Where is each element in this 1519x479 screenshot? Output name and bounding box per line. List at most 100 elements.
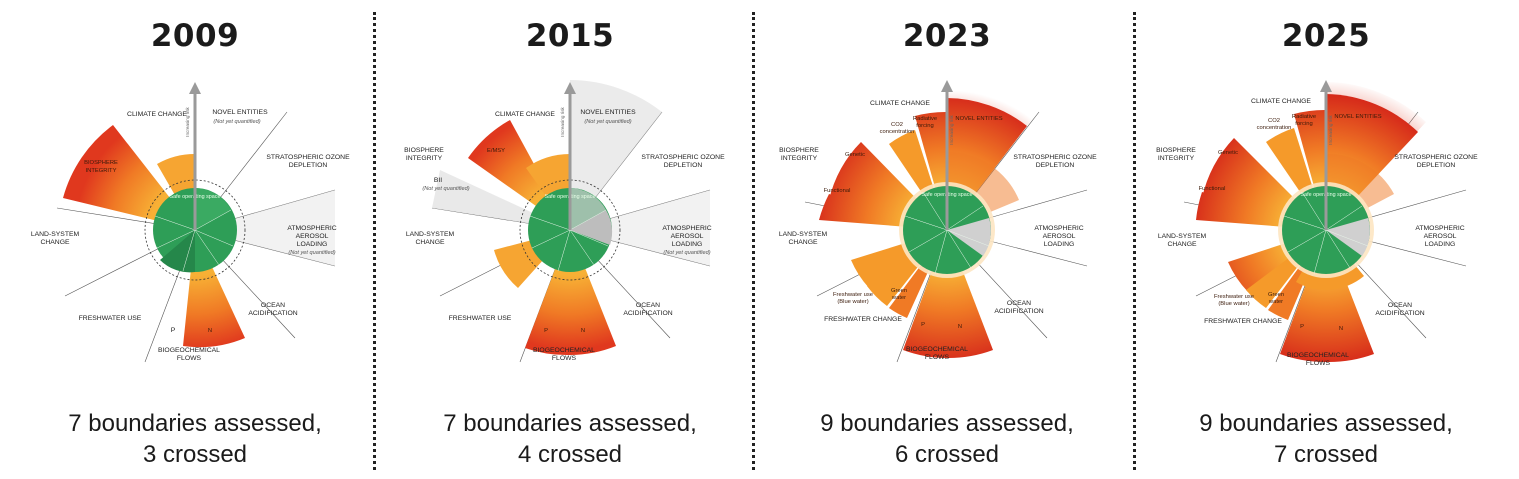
- nitrogen-label: N: [958, 324, 962, 330]
- axis-label: Increasing risk: [560, 106, 565, 136]
- radiative-label-1: Radiative: [1292, 114, 1316, 120]
- phosphorus-label: P: [171, 327, 176, 334]
- freshwater-change-label: FRESHWATER CHANGE: [1204, 318, 1282, 325]
- biosphere-label-1: BIOSPHERE: [779, 147, 819, 154]
- year-title: 2025: [1281, 18, 1371, 54]
- land-system-label-2: CHANGE: [1167, 241, 1197, 248]
- bgc-label-1: BIOGEOCHEMICAL: [1287, 352, 1349, 359]
- aerosol-note: (Not yet quantified): [663, 250, 710, 256]
- blue-water-label-2: (Blue water): [1218, 301, 1249, 307]
- aerosol-label-1: ATMOSPHERIC: [1415, 225, 1464, 232]
- novel-entities-label: NOVEL ENTITIES: [1334, 114, 1381, 120]
- climate-change-label: CLIMATE CHANGE: [870, 100, 930, 107]
- co2-label-2: concentration: [880, 129, 915, 135]
- bgc-label-2: FLOWS: [925, 354, 950, 361]
- green-water-label-2: water: [1268, 299, 1283, 305]
- aerosol-label-2: AEROSOL: [671, 233, 704, 240]
- radiative-label-2: forcing: [1295, 121, 1312, 127]
- year-title: 2015: [525, 18, 615, 54]
- ozone-label-2: DEPLETION: [1417, 162, 1456, 169]
- nitrogen-label: N: [1339, 326, 1343, 332]
- freshwater-change-label: FRESHWATER CHANGE: [824, 316, 902, 323]
- ocean-label-1: OCEAN: [636, 302, 660, 309]
- phosphorus-label: P: [921, 322, 925, 328]
- novel-entities-grey-wedge: [570, 80, 662, 230]
- panel-2015: 2015: [380, 0, 760, 479]
- land-system-label-1: LAND-SYSTEM: [31, 231, 80, 238]
- phosphorus-label: P: [1300, 324, 1304, 330]
- axis-arrow-icon: [1320, 80, 1332, 92]
- axis-arrow-icon: [941, 80, 953, 92]
- biosphere-label-1: BIOSPHERE: [404, 147, 444, 154]
- ozone-label-1: STRATOSPHERIC OZONE: [641, 154, 725, 161]
- bgc-label-2: FLOWS: [1306, 360, 1331, 367]
- genetic-label: Genetic: [845, 152, 865, 158]
- biosphere-label-2: INTEGRITY: [781, 155, 818, 162]
- ozone-label-1: STRATOSPHERIC OZONE: [1394, 154, 1478, 161]
- ozone-label-1: STRATOSPHERIC OZONE: [266, 154, 350, 161]
- aerosol-label-3: LOADING: [672, 241, 703, 248]
- bii-label: BII: [434, 177, 442, 184]
- emsy-label: E/MSY: [487, 148, 505, 154]
- land-system-label-2: CHANGE: [788, 239, 818, 246]
- axis-arrow-icon: [189, 82, 201, 94]
- aerosol-label-1: ATMOSPHERIC: [662, 225, 711, 232]
- freshwater-use-label: FRESHWATER USE: [79, 315, 142, 322]
- blue-water-label-1: Freshwater use: [833, 292, 873, 298]
- land-system-label-2: CHANGE: [415, 239, 445, 246]
- boundaries-wheel: Safe operating space Increasing risk CLI…: [31, 82, 350, 363]
- summary-line-1: 7 boundaries assessed,: [68, 410, 322, 437]
- aerosol-label-1: ATMOSPHERIC: [1034, 225, 1083, 232]
- summary-line-2: 6 crossed: [894, 441, 1000, 468]
- co2-label-1: CO2: [891, 122, 903, 128]
- aerosol-label-2: AEROSOL: [1424, 233, 1457, 240]
- radiative-label-1: Radiative: [913, 116, 937, 122]
- assessment-summary: 7 boundaries assessed, 4 crossed: [380, 408, 760, 470]
- ocean-label-2: ACIDIFICATION: [1375, 310, 1424, 317]
- green-water-label-1: Green: [1268, 292, 1284, 298]
- freshwater-use-label: FRESHWATER USE: [449, 315, 512, 322]
- biosphere-integrity-wedge: [63, 125, 195, 230]
- nitrogen-label: N: [581, 328, 585, 334]
- bgc-label-1: BIOGEOCHEMICAL: [158, 347, 220, 354]
- bii-note: (Not yet quantified): [422, 186, 469, 192]
- aerosol-label-3: LOADING: [1425, 241, 1456, 248]
- ozone-label-2: DEPLETION: [664, 162, 703, 169]
- summary-line-2: 4 crossed: [517, 441, 623, 468]
- blue-water-label-2: (Blue water): [837, 299, 868, 305]
- summary-line-1: 7 boundaries assessed,: [443, 410, 697, 437]
- co2-label-1: CO2: [1268, 118, 1280, 124]
- bgc-label-2: FLOWS: [177, 355, 202, 362]
- climate-change-label: CLIMATE CHANGE: [1251, 98, 1311, 105]
- bgc-label-1: BIOGEOCHEMICAL: [533, 347, 595, 354]
- panel-divider: [752, 12, 755, 470]
- genetic-label: Genetic: [1218, 150, 1238, 156]
- panel-2009: 2009: [5, 0, 385, 479]
- assessment-summary: 9 boundaries assessed, 7 crossed: [1136, 408, 1516, 470]
- boundaries-wheel: Safe operating space Increasing risk CLI…: [779, 80, 1097, 363]
- functional-label: Functional: [1199, 186, 1226, 192]
- biosphere-label-2: INTEGRITY: [1158, 155, 1195, 162]
- climate-change-label: CLIMATE CHANGE: [495, 111, 555, 118]
- land-system-label-1: LAND-SYSTEM: [1158, 233, 1207, 240]
- biosphere-label-2: INTEGRITY: [406, 155, 443, 162]
- summary-line-1: 9 boundaries assessed,: [1199, 410, 1453, 437]
- panel-2025: 2025: [1136, 0, 1516, 479]
- land-system-label-1: LAND-SYSTEM: [779, 231, 828, 238]
- assessment-summary: 9 boundaries assessed, 6 crossed: [757, 408, 1137, 470]
- bgc-label-1: BIOGEOCHEMICAL: [906, 346, 968, 353]
- summary-line-2: 7 crossed: [1273, 441, 1379, 468]
- ocean-label-2: ACIDIFICATION: [994, 308, 1043, 315]
- co2-label-2: concentration: [1257, 125, 1292, 131]
- boundary-circle: [144, 179, 246, 281]
- aerosol-grey-wedge: [195, 190, 335, 266]
- boundaries-wheel: Safe operating space Increasing risk CLI…: [404, 80, 725, 363]
- summary-line-2: 3 crossed: [142, 441, 248, 468]
- novel-entities-label: NOVEL ENTITIES: [955, 116, 1002, 122]
- novel-entities-label: NOVEL ENTITIES: [580, 109, 636, 116]
- novel-entities-note: (Not yet quantified): [584, 119, 631, 125]
- ozone-label-2: DEPLETION: [1036, 162, 1075, 169]
- nitrogen-label: N: [208, 328, 212, 334]
- biosphere-label-1: BIOSPHERE: [84, 160, 118, 166]
- green-water-label-2: water: [891, 295, 906, 301]
